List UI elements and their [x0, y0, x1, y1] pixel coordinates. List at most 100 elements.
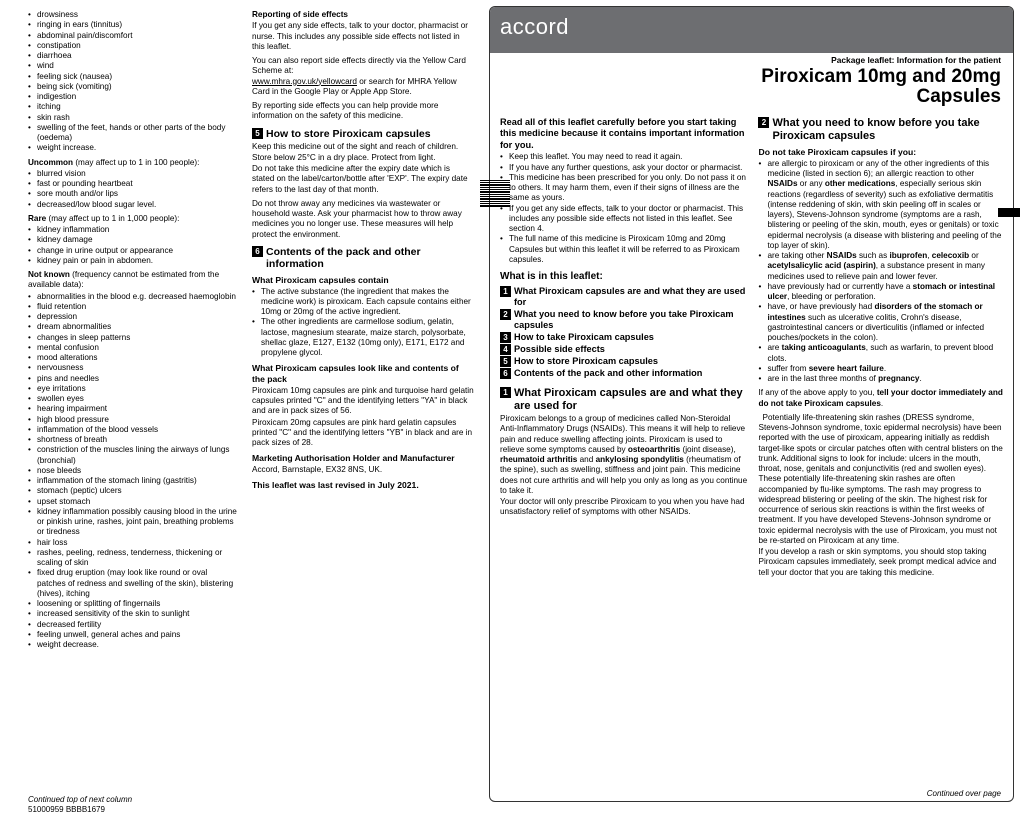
do-not-item: are taking anticoagulants, such as warfa… [758, 343, 1003, 364]
side-effect-item: rashes, peeling, redness, tenderness, th… [28, 548, 238, 569]
right-col-2: 2What you need to know before you take P… [758, 117, 1003, 785]
side-effect-item: mental confusion [28, 343, 238, 353]
right-panel: accord Package leaflet: Information for … [487, 0, 1020, 819]
side-effect-item: inflammation of the blood vessels [28, 425, 238, 435]
sec1-body2: Your doctor will only prescribe Piroxica… [500, 497, 748, 518]
side-effect-item: loosening or splitting of fingernails [28, 599, 238, 609]
side-effect-item: eye irritations [28, 384, 238, 394]
uncommon-intro: (may affect up to 1 in 100 people): [75, 158, 199, 167]
side-effect-item: drowsiness [28, 10, 238, 20]
look-p2: Piroxicam 20mg capsules are pink hard ge… [252, 418, 474, 449]
side-effect-item: indigestion [28, 92, 238, 102]
side-effect-item: constriction of the muscles lining the a… [28, 445, 238, 466]
side-effect-item: nervousness [28, 363, 238, 373]
side-effect-item: kidney inflammation possibly causing blo… [28, 507, 238, 538]
side-effect-item: changes in sleep patterns [28, 333, 238, 343]
donot-title: Do not take Piroxicam capsules if you: [758, 147, 1003, 158]
sec2-title: 2What you need to know before you take P… [758, 117, 1003, 142]
side-effect-item: kidney damage [28, 235, 238, 245]
sec1-title: 1What Piroxicam capsules are and what th… [500, 387, 748, 412]
side-effect-item: fixed drug eruption (may look like round… [28, 568, 238, 599]
product-title-1: Piroxicam 10mg and 20mg [502, 67, 1001, 87]
look-p1: Piroxicam 10mg capsules are pink and tur… [252, 386, 474, 417]
toc-item: 5How to store Piroxicam capsules [500, 356, 748, 367]
accord-logo: accord [500, 13, 1003, 41]
toc-item: 1What Piroxicam capsules are and what th… [500, 286, 748, 308]
side-effect-item: feeling sick (nausea) [28, 72, 238, 82]
look-title: What Piroxicam capsules look like and co… [252, 363, 474, 384]
side-effect-item: kidney inflammation [28, 225, 238, 235]
sec6-title: 6Contents of the pack and other informat… [252, 246, 474, 270]
side-effect-item: weight increase. [28, 143, 238, 153]
left-col-1: drowsinessringing in ears (tinnitus)abdo… [28, 10, 238, 793]
side-effect-item: dream abnormalities [28, 322, 238, 332]
read-bullet: If you get any side effects, talk to you… [500, 204, 748, 235]
read-bullet: Keep this leaflet. You may need to read … [500, 152, 748, 162]
tell-doctor: If any of the above apply to you, tell y… [758, 388, 1003, 409]
do-not-item: have, or have previously had disorders o… [758, 302, 1003, 343]
sec5-p3: Do not take this medicine after the expi… [252, 164, 474, 195]
report-p1: If you get any side effects, talk to you… [252, 21, 474, 52]
yellowcard-link[interactable]: www.mhra.gov.uk/yellowcard [252, 77, 357, 86]
side-effect-item: nose bleeds [28, 466, 238, 476]
side-effect-item: blurred vision [28, 169, 238, 179]
side-effect-item: inflammation of the stomach lining (gast… [28, 476, 238, 486]
package-leaflet-line: Package leaflet: Information for the pat… [831, 55, 1001, 66]
footer-code: 51000959 BBBB1679 [28, 805, 475, 815]
rash-p1: Potentially life-threatening skin rashes… [758, 413, 1003, 546]
side-effect-item: hair loss [28, 538, 238, 548]
side-effect-item: change in urine output or appearance [28, 246, 238, 256]
do-not-item: suffer from severe heart failure. [758, 364, 1003, 374]
side-effect-item: being sick (vomiting) [28, 82, 238, 92]
side-effect-item: abnormalities in the blood e.g. decrease… [28, 292, 238, 302]
side-effect-item: sore mouth and/or lips [28, 189, 238, 199]
mah-title: Marketing Authorisation Holder and Manuf… [252, 453, 474, 464]
contain-title: What Piroxicam capsules contain [252, 275, 474, 286]
left-panel: drowsinessringing in ears (tinnitus)abdo… [0, 0, 487, 819]
notknown-heading: Not known [28, 270, 70, 279]
side-effect-item: skin rash [28, 113, 238, 123]
side-effect-item: pins and needles [28, 374, 238, 384]
uncommon-heading: Uncommon [28, 158, 73, 167]
toc-title: What is in this leaflet: [500, 271, 748, 284]
side-effect-item: shortness of breath [28, 435, 238, 445]
read-intro: Read all of this leaflet carefully befor… [500, 117, 748, 152]
report-p2a: You can also report side effects directl… [252, 56, 466, 75]
read-bullet: This medicine has been prescribed for yo… [500, 173, 748, 204]
rev-title: This leaflet was last revised in July 20… [252, 480, 474, 491]
side-effect-item: abdominal pain/discomfort [28, 31, 238, 41]
side-effect-item: stomach (peptic) ulcers [28, 486, 238, 496]
toc-item: 4Possible side effects [500, 344, 748, 355]
do-not-item: are in the last three months of pregnanc… [758, 374, 1003, 384]
side-effect-item: constipation [28, 41, 238, 51]
side-effect-item: mood alterations [28, 353, 238, 363]
read-bullet: The full name of this medicine is Piroxi… [500, 234, 748, 265]
sec1-body: Piroxicam belongs to a group of medicine… [500, 414, 748, 496]
side-effect-item: fluid retention [28, 302, 238, 312]
do-not-item: are allergic to piroxicam or any of the … [758, 159, 1003, 251]
ingredient-item: The active substance (the ingredient tha… [252, 287, 474, 318]
sec5-p4: Do not throw away any medicines via wast… [252, 199, 474, 240]
side-effect-item: swelling of the feet, hands or other par… [28, 123, 238, 144]
side-effect-item: decreased fertility [28, 620, 238, 630]
brand-header: accord [490, 7, 1013, 53]
left-col-2: Reporting of side effects If you get any… [252, 10, 474, 793]
side-effect-item: wind [28, 61, 238, 71]
side-effect-item: decreased/low blood sugar level. [28, 200, 238, 210]
read-bullet: If you have any further questions, ask y… [500, 163, 748, 173]
sec5-p1: Keep this medicine out of the sight and … [252, 142, 474, 152]
side-effect-item: depression [28, 312, 238, 322]
reporting-title: Reporting of side effects [252, 10, 474, 20]
barcode-marks [480, 180, 510, 216]
toc-item: 3How to take Piroxicam capsules [500, 332, 748, 343]
side-effect-item: feeling unwell, general aches and pains [28, 630, 238, 640]
rash-p2: If you develop a rash or skin symptoms, … [758, 547, 1003, 578]
rare-heading: Rare [28, 214, 46, 223]
toc-item: 2What you need to know before you take P… [500, 309, 748, 331]
side-effect-item: fast or pounding heartbeat [28, 179, 238, 189]
mah-p: Accord, Barnstaple, EX32 8NS, UK. [252, 465, 474, 475]
do-not-item: are taking other NSAIDs such as ibuprofe… [758, 251, 1003, 282]
report-p3: By reporting side effects you can help p… [252, 101, 474, 122]
ingredient-item: The other ingredients are carmellose sod… [252, 317, 474, 358]
side-effect-item: high blood pressure [28, 415, 238, 425]
